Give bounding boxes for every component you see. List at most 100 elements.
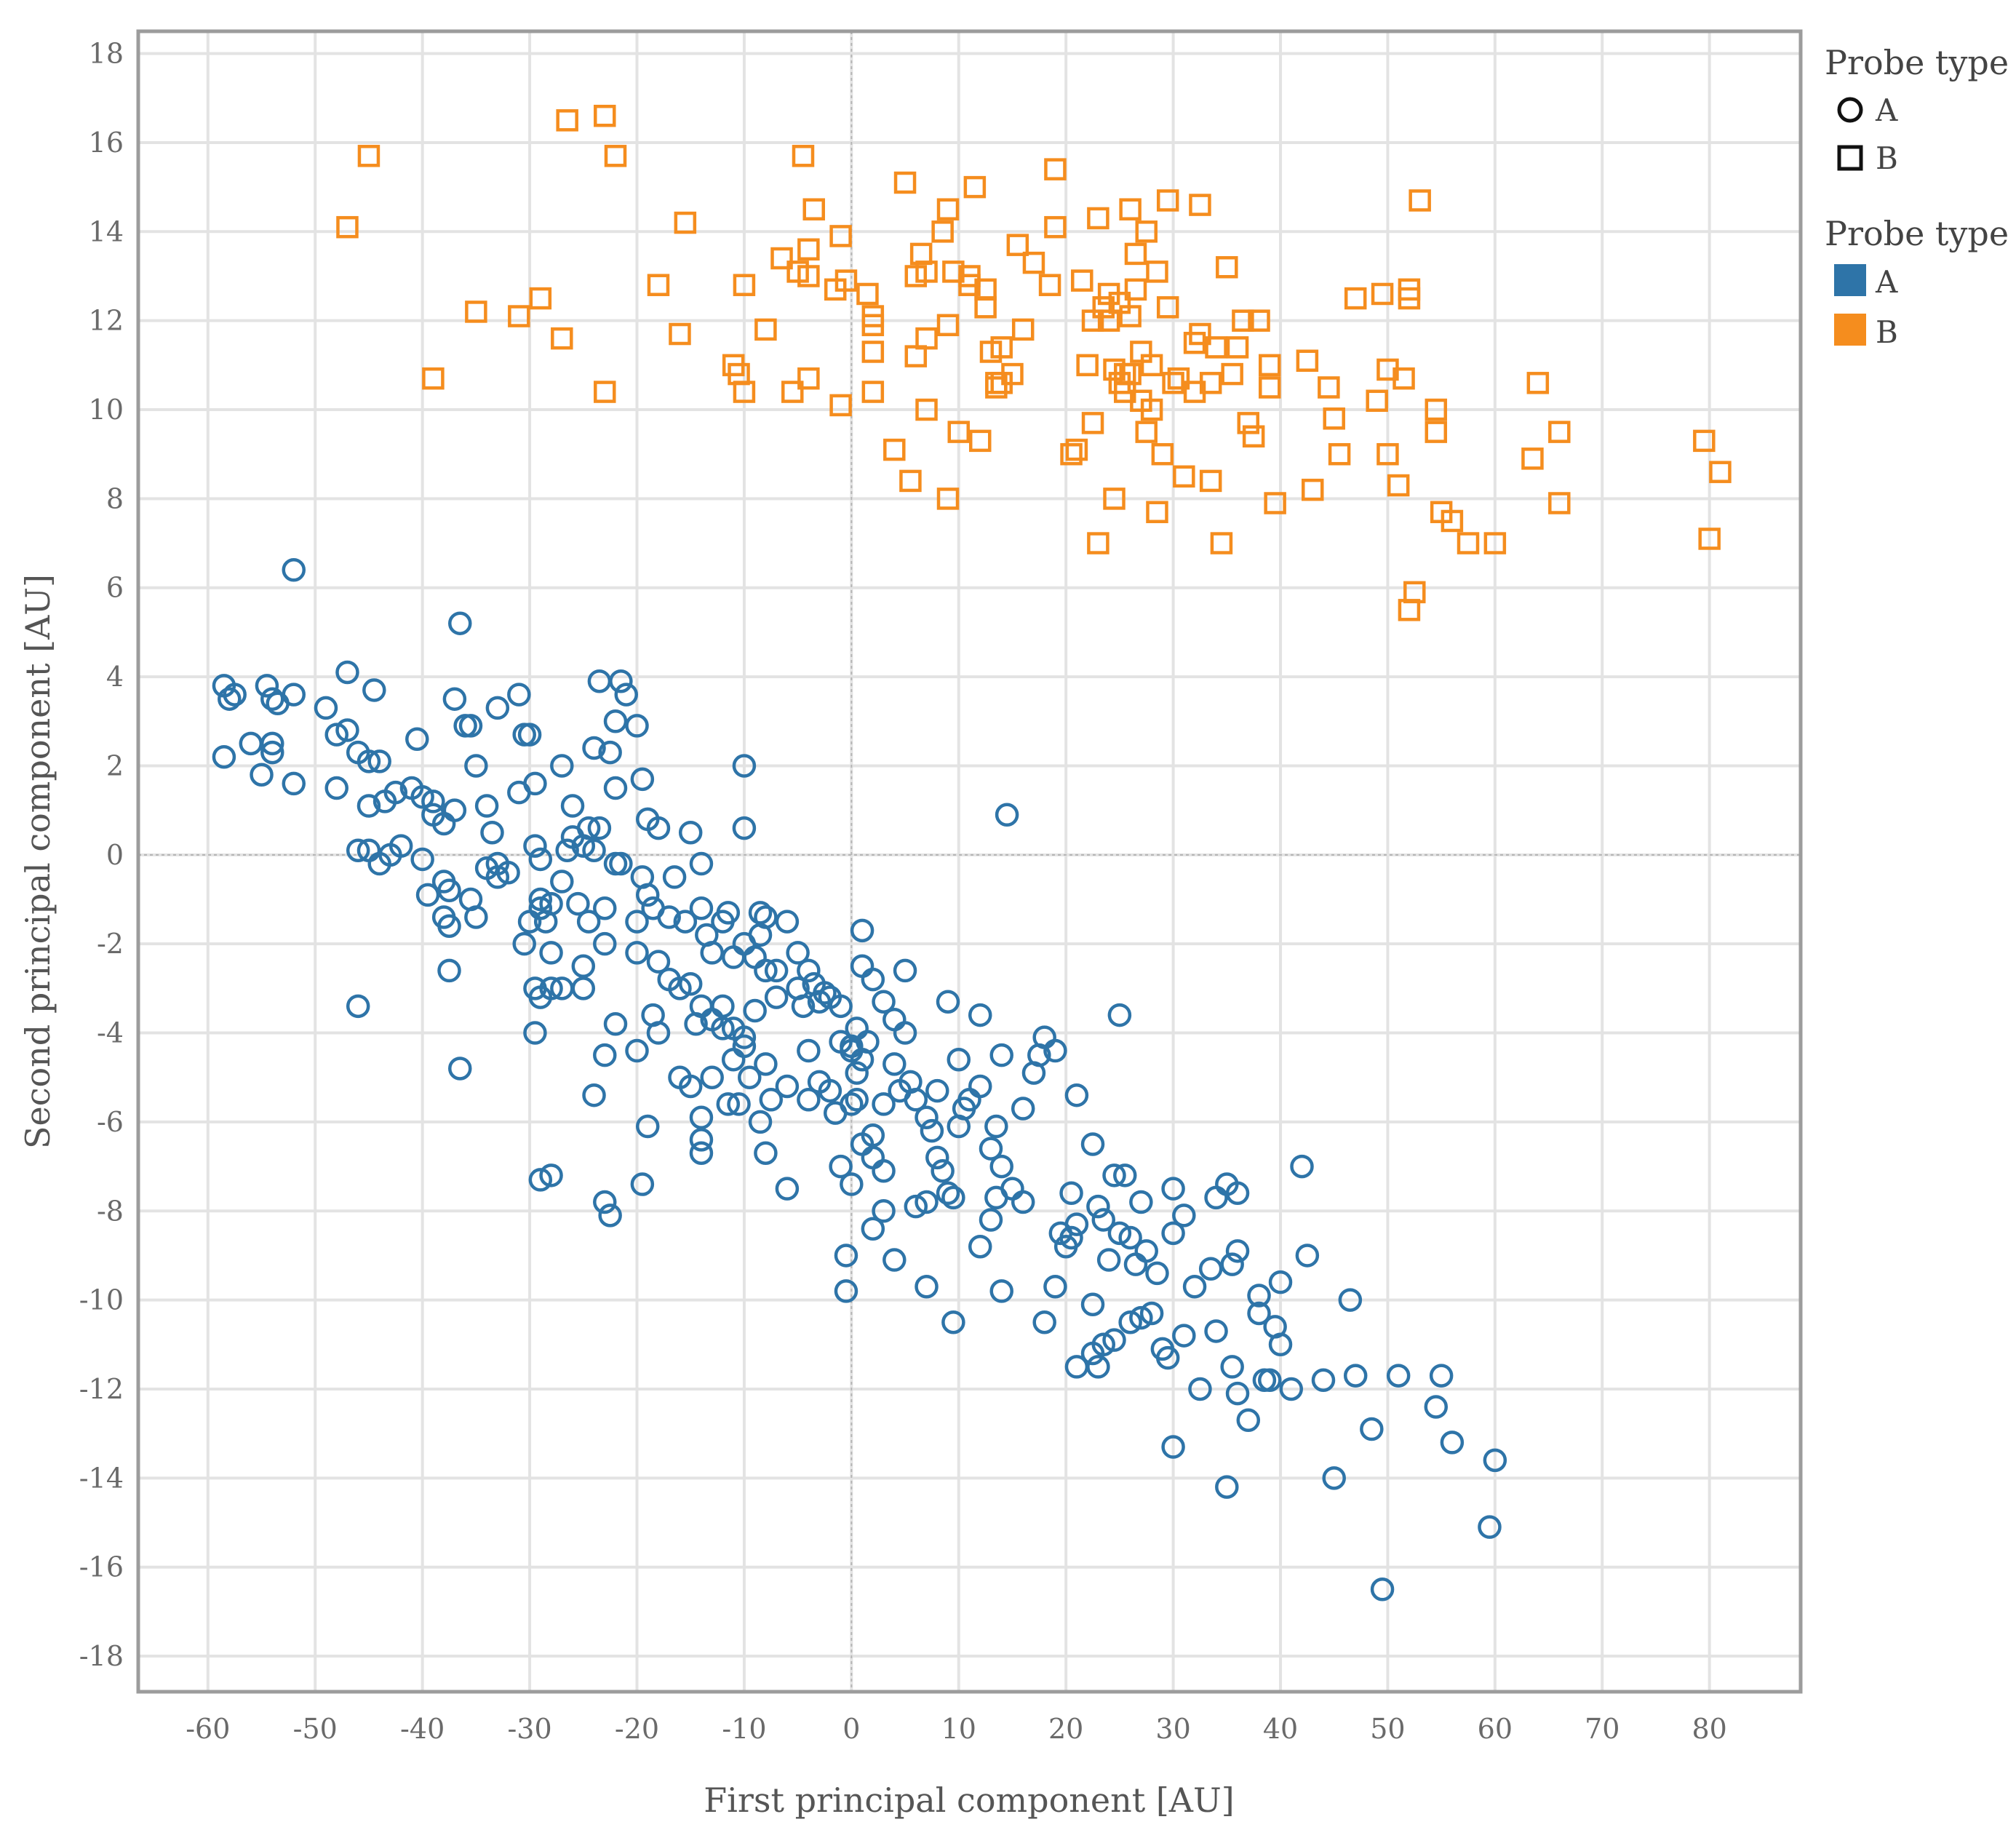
point-a <box>464 905 488 929</box>
point-a <box>550 870 574 894</box>
point-a <box>421 789 445 813</box>
point-a <box>1080 1132 1105 1156</box>
point-a <box>850 918 874 943</box>
point-a <box>797 1088 821 1112</box>
point-a <box>668 1065 692 1089</box>
point-a <box>1360 1417 1384 1441</box>
point-b <box>1242 425 1265 447</box>
legend-shape-item-b: B <box>1876 140 1898 176</box>
point-a <box>528 887 553 912</box>
point-a <box>673 910 698 934</box>
point-b <box>1189 322 1211 346</box>
point-a <box>764 958 789 983</box>
y-tick-label: -16 <box>79 1551 124 1583</box>
point-b <box>856 282 879 306</box>
point-b <box>1173 465 1195 488</box>
point-b <box>792 145 815 167</box>
point-a <box>324 776 348 800</box>
point-a <box>1188 1377 1212 1401</box>
point-a <box>711 994 735 1019</box>
point-a <box>1215 1475 1239 1499</box>
point-a <box>883 1052 907 1076</box>
point-b <box>974 296 997 319</box>
point-a <box>732 816 757 840</box>
y-tick-label: 14 <box>89 215 124 247</box>
point-a <box>646 950 671 974</box>
point-a <box>346 994 370 1019</box>
point-a <box>1172 1204 1196 1228</box>
point-b <box>1398 278 1421 301</box>
point-a <box>861 1123 885 1147</box>
point-a <box>989 1154 1013 1179</box>
point-a <box>603 1012 628 1036</box>
point-b <box>1301 478 1324 501</box>
y-tick-label: 4 <box>106 661 124 693</box>
legend: Probe type A B Probe type A B <box>1825 43 2009 350</box>
point-a <box>218 687 242 711</box>
point-a <box>989 1279 1013 1303</box>
point-a <box>571 976 596 1000</box>
point-a <box>314 696 338 720</box>
point-b <box>1146 501 1168 523</box>
point-b <box>1103 488 1125 510</box>
x-axis-tick-labels: -60 -50 -40 -30 -20 -10 0 10 20 30 40 50 60 70 80 <box>186 1713 1727 1745</box>
point-a <box>1198 1257 1223 1281</box>
point-a <box>1161 1177 1185 1201</box>
point-a <box>1424 1395 1449 1419</box>
legend-color-swatch-b <box>1834 314 1866 346</box>
point-a <box>915 1190 939 1214</box>
point-b <box>915 398 938 421</box>
y-tick-label: -10 <box>79 1284 124 1316</box>
point-a <box>861 1217 885 1241</box>
point-a <box>738 1065 762 1089</box>
point-a <box>405 727 429 752</box>
point-b <box>1092 296 1115 319</box>
point-a <box>496 861 520 885</box>
point-a <box>754 1141 778 1165</box>
point-b <box>1425 421 1448 443</box>
point-a <box>1220 1252 1244 1276</box>
point-a <box>593 931 617 956</box>
point-a <box>1161 1435 1185 1459</box>
point-a <box>732 1034 757 1059</box>
point-a <box>775 1177 800 1201</box>
point-b <box>915 260 938 283</box>
point-a <box>1322 1466 1346 1490</box>
point-b <box>1387 474 1410 497</box>
point-b <box>1296 349 1319 372</box>
point-a <box>941 1185 965 1210</box>
point-b <box>883 438 906 461</box>
y-tick-label: -14 <box>79 1462 124 1494</box>
point-b <box>1371 282 1394 306</box>
point-a <box>603 776 628 800</box>
point-a <box>743 998 767 1023</box>
point-a <box>539 976 563 1000</box>
point-a <box>1478 1515 1502 1539</box>
point-b <box>936 314 960 337</box>
point-a <box>748 901 773 925</box>
point-a <box>829 1154 853 1179</box>
point-a <box>635 1114 660 1139</box>
point-b <box>990 336 1013 359</box>
point-b <box>947 421 971 443</box>
point-b <box>1071 269 1093 292</box>
point-a <box>485 696 510 720</box>
point-a <box>818 1078 842 1103</box>
point-a <box>662 865 687 889</box>
point-b <box>604 145 627 167</box>
point-a <box>1370 1578 1395 1602</box>
point-a <box>593 1043 617 1067</box>
point-b <box>1698 528 1721 550</box>
point-a <box>571 954 596 979</box>
point-a <box>721 1017 746 1041</box>
point-a <box>1204 1319 1228 1343</box>
point-b <box>1156 189 1179 212</box>
point-a <box>212 744 236 769</box>
point-b <box>1124 242 1147 266</box>
point-b <box>1119 198 1142 220</box>
point-a <box>1268 1332 1293 1357</box>
point-a <box>1118 1225 1142 1250</box>
point-b <box>529 287 552 310</box>
point-a <box>437 958 461 983</box>
y-tick-label: -4 <box>97 1017 124 1049</box>
